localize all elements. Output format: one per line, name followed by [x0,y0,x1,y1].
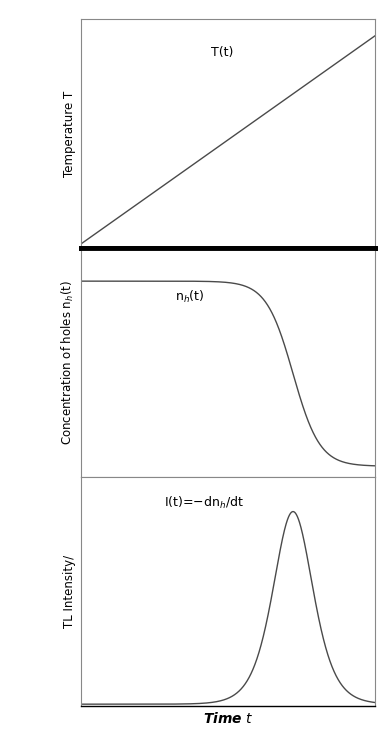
Text: T(t): T(t) [211,46,234,60]
Y-axis label: Temperature T: Temperature T [63,91,76,177]
Y-axis label: TL Intensity/: TL Intensity/ [63,555,76,628]
Text: n$_{h}$(t): n$_{h}$(t) [175,289,205,305]
X-axis label: Time $t$: Time $t$ [203,711,254,726]
Y-axis label: Concentration of holes n$_{h}$(t): Concentration of holes n$_{h}$(t) [60,280,76,445]
Text: I(t)=−dn$_{h}$/dt: I(t)=−dn$_{h}$/dt [164,495,243,511]
